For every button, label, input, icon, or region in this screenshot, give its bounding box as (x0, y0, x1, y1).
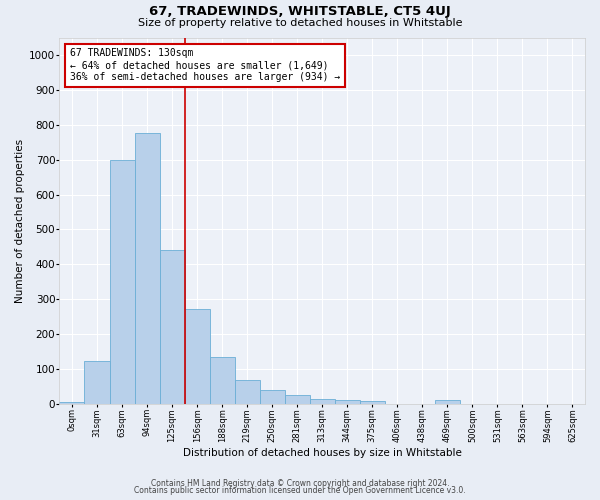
Bar (134, 134, 160, 404)
X-axis label: Distribution of detached houses by size in Whitstable: Distribution of detached houses by size … (183, 448, 461, 458)
Bar (160, 250, 185, 404)
Bar (185, 309, 209, 404)
Text: Size of property relative to detached houses in Whitstable: Size of property relative to detached ho… (138, 18, 462, 28)
Bar (310, 400, 335, 404)
Bar (209, 358, 235, 404)
Y-axis label: Number of detached properties: Number of detached properties (15, 138, 25, 303)
Bar (85, 362, 110, 404)
Bar (360, 401, 385, 404)
Bar (260, 390, 284, 404)
Bar (110, 160, 134, 404)
Bar (235, 380, 260, 404)
Bar (59, 402, 85, 404)
Text: 67 TRADEWINDS: 130sqm
← 64% of detached houses are smaller (1,649)
36% of semi-d: 67 TRADEWINDS: 130sqm ← 64% of detached … (70, 48, 340, 82)
Bar (435, 400, 460, 404)
Text: 67, TRADEWINDS, WHITSTABLE, CT5 4UJ: 67, TRADEWINDS, WHITSTABLE, CT5 4UJ (149, 5, 451, 18)
Bar (335, 400, 360, 404)
Text: Contains public sector information licensed under the Open Government Licence v3: Contains public sector information licen… (134, 486, 466, 495)
Bar (284, 395, 310, 404)
Text: Contains HM Land Registry data © Crown copyright and database right 2024.: Contains HM Land Registry data © Crown c… (151, 478, 449, 488)
